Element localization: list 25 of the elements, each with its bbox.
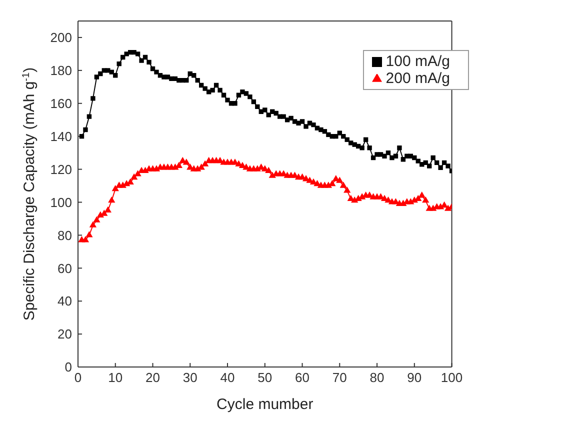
x-tick-label: 30 [182,370,198,386]
y-tick-label: 20 [58,326,72,342]
x-axis-title: Cycle mumber [216,396,314,413]
x-tick-label: 40 [220,370,235,386]
legend-label: 200 mA/g [386,70,450,87]
x-tick-label: 0 [74,370,82,386]
x-tick-label: 50 [258,370,272,386]
y-tick-label: 120 [50,162,72,177]
legend-label: 100 mA/g [386,53,450,70]
y-tick-label: 80 [58,228,72,243]
y-tick-label: 0 [64,360,72,375]
x-tick-label: 100 [440,370,463,386]
y-tick-label: 160 [50,96,72,111]
x-tick-label: 60 [295,370,310,386]
y-tick-label: 60 [58,260,72,276]
x-tick-label: 80 [370,370,384,386]
x-tick-label: 20 [146,370,160,386]
y-tick-label: 100 [50,194,72,210]
x-tick-label: 10 [108,370,123,386]
x-tick-label: 70 [332,370,347,386]
y-tick-label: 40 [58,294,72,309]
y-tick-label: 180 [50,63,72,78]
y-tick-label: 200 [50,30,72,46]
x-tick-label: 90 [407,370,422,386]
y-tick-label: 140 [50,128,72,144]
